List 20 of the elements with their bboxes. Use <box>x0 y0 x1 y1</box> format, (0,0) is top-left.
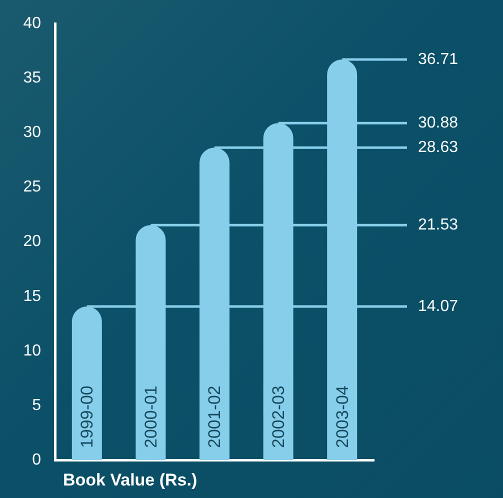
x-tick-label: 2001-02 <box>205 386 224 448</box>
ref-line-label: 30.88 <box>418 114 458 132</box>
x-tick-label: 2003-04 <box>332 386 352 448</box>
y-tick-label: 0 <box>32 451 42 468</box>
x-tick-label: 2002-03 <box>268 386 288 448</box>
ref-line-label: 28.63 <box>418 139 458 156</box>
y-tick-label: 10 <box>23 342 42 360</box>
x-tick-label: 1999-00 <box>78 386 97 448</box>
y-tick-label: 25 <box>23 178 42 196</box>
y-tick-label: 35 <box>23 70 42 87</box>
x-tick-label: 2000-01 <box>141 386 160 448</box>
y-tick-label: 40 <box>23 15 42 32</box>
y-tick-label: 30 <box>23 124 42 142</box>
y-tick-label: 20 <box>23 233 42 250</box>
y-tick-label: 5 <box>32 396 42 414</box>
y-tick-label: 15 <box>23 288 42 305</box>
text: Book Value (Rs.) <box>63 470 198 490</box>
ref-line-label: 21.53 <box>418 216 458 234</box>
ref-line-label: 36.71 <box>418 50 458 68</box>
ref-line-label: 14.07 <box>418 298 458 315</box>
